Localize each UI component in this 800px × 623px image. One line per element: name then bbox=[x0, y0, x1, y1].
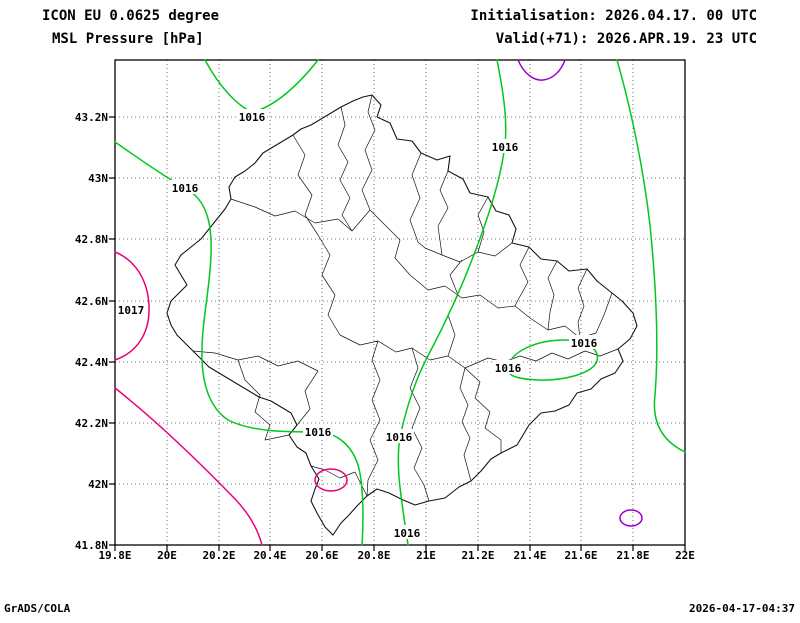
y-tick-label: 42.2N bbox=[75, 417, 108, 430]
contour-label-bg bbox=[237, 109, 267, 123]
contour-1017-west-bulge bbox=[114, 251, 150, 361]
grads-credit: GrADS/COLA bbox=[4, 602, 71, 615]
contour-1016-central bbox=[397, 59, 507, 546]
contour-purple-top-arc bbox=[517, 59, 566, 81]
contour-label-bg bbox=[384, 429, 414, 443]
contour-label-bg bbox=[493, 360, 523, 374]
valid-time-label: Valid(+71): 2026.APR.19. 23 UTC bbox=[496, 31, 757, 47]
x-tick-label: 22E bbox=[675, 549, 695, 562]
contour-label-text: 1017 bbox=[118, 304, 145, 317]
contour-label: 1016 bbox=[490, 139, 520, 154]
grid-lines bbox=[115, 60, 685, 545]
contour-label-text: 1016 bbox=[386, 431, 413, 444]
x-tick-label: 21.2E bbox=[461, 549, 494, 562]
x-tick-label: 20E bbox=[157, 549, 177, 562]
contour-label: 1016 bbox=[569, 335, 599, 350]
y-tick-label: 43N bbox=[88, 172, 108, 185]
y-tick-label: 42.8N bbox=[75, 233, 108, 246]
contour-1017-southwest bbox=[114, 387, 263, 546]
contour-label: 1016 bbox=[384, 429, 414, 444]
axis-ticks bbox=[109, 116, 686, 551]
contour-1016-top-left bbox=[204, 59, 319, 113]
x-tick-label: 21.4E bbox=[513, 549, 546, 562]
x-tick-label: 20.2E bbox=[202, 549, 235, 562]
contour-label-text: 1016 bbox=[394, 527, 421, 540]
x-tick-label: 20.4E bbox=[253, 549, 286, 562]
field-title: MSL Pressure [hPa] bbox=[52, 31, 204, 47]
y-tick-label: 42.6N bbox=[75, 295, 108, 308]
contour-label-text: 1016 bbox=[239, 111, 266, 124]
x-tick-label: 20.6E bbox=[305, 549, 338, 562]
y-tick-label: 43.2N bbox=[75, 111, 108, 124]
x-axis: 19.8E 20E 20.2E 20.4E 20.6E 20.8E 21E 21… bbox=[98, 549, 695, 562]
y-tick-label: 42N bbox=[88, 478, 108, 491]
contour-label-bg bbox=[303, 424, 333, 438]
x-tick-label: 21.6E bbox=[564, 549, 597, 562]
contour-magenta-oval bbox=[314, 468, 348, 492]
model-title: ICON EU 0.0625 degree bbox=[42, 8, 219, 24]
x-tick-label: 20.8E bbox=[357, 549, 390, 562]
contour-label-text: 1016 bbox=[305, 426, 332, 439]
y-tick-label: 41.8N bbox=[75, 539, 108, 552]
contour-label: 1016 bbox=[170, 180, 200, 195]
contour-purple-oval bbox=[619, 509, 643, 527]
x-tick-label: 21.8E bbox=[616, 549, 649, 562]
contour-label-bg bbox=[116, 302, 146, 316]
contour-label-text: 1016 bbox=[495, 362, 522, 375]
contour-label: 1016 bbox=[237, 109, 267, 124]
municipal-boundaries bbox=[192, 94, 619, 502]
contour-label-text: 1016 bbox=[492, 141, 519, 154]
contour-label: 1016 bbox=[493, 360, 523, 375]
contour-label-text: 1016 bbox=[571, 337, 598, 350]
kosovo-outline bbox=[166, 94, 638, 536]
contour-label: 1017 bbox=[116, 302, 146, 317]
contour-1016-closed-loop bbox=[507, 339, 599, 381]
contour-label-bg bbox=[490, 139, 520, 153]
contour-label: 1016 bbox=[392, 525, 422, 540]
y-tick-label: 42.4N bbox=[75, 356, 108, 369]
contour-1016-west bbox=[114, 141, 364, 546]
creation-timestamp: 2026-04-17-04:37 bbox=[689, 602, 795, 615]
contour-label: 1016 bbox=[303, 424, 333, 439]
contour-label-bg bbox=[170, 180, 200, 194]
contour-1016-east bbox=[616, 59, 686, 453]
contour-label-text: 1016 bbox=[172, 182, 199, 195]
x-tick-label: 19.8E bbox=[98, 549, 131, 562]
init-time-label: Initialisation: 2026.04.17. 00 UTC bbox=[470, 8, 757, 24]
plot-frame bbox=[114, 59, 686, 546]
contour-label-bg bbox=[569, 335, 599, 349]
y-axis: 43.2N 43N 42.8N 42.6N 42.4N 42.2N 42N 41… bbox=[75, 111, 108, 552]
contour-label-bg bbox=[392, 525, 422, 539]
x-tick-label: 21E bbox=[416, 549, 436, 562]
